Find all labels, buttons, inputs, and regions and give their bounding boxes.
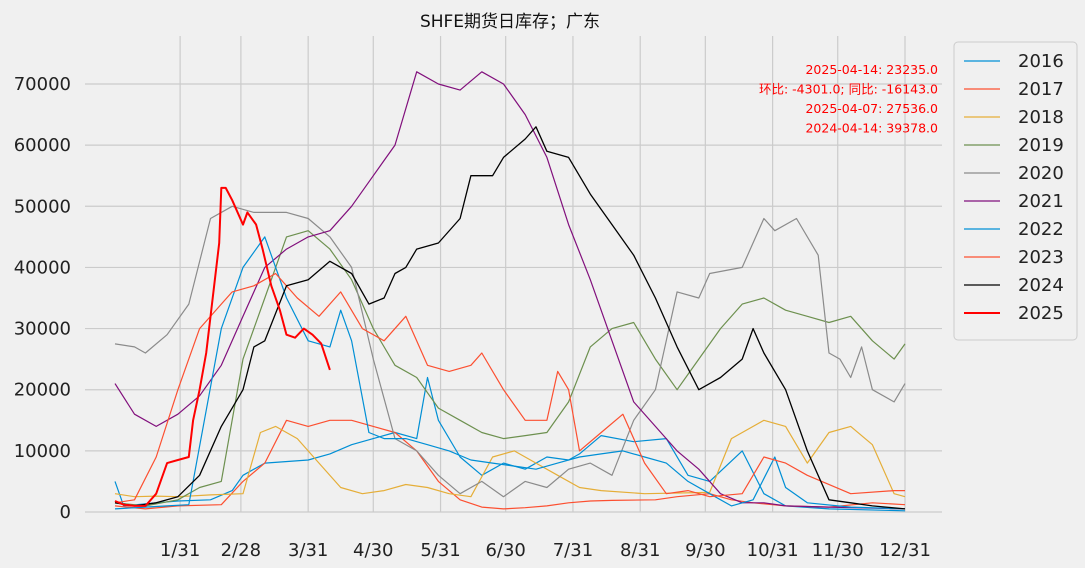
annotation-block: 2025-04-14: 23235.0 环比: -4301.0; 同比: -161…	[759, 62, 938, 136]
grid-lines	[85, 36, 942, 513]
y-tick-label: 0	[60, 502, 71, 523]
legend-label-2020: 2020	[1018, 163, 1064, 184]
y-tick-label: 70000	[14, 74, 71, 95]
series-line-2023	[114, 272, 905, 504]
legend-label-2019: 2019	[1018, 135, 1064, 156]
series-line-2016	[114, 376, 906, 512]
y-tick-label: 10000	[14, 441, 71, 462]
x-tick-label: 7/31	[553, 540, 593, 561]
series-line-2021	[114, 71, 906, 510]
x-tick-label: 12/31	[879, 540, 931, 561]
y-tick-label: 40000	[14, 257, 71, 278]
y-tick-label: 50000	[14, 196, 71, 217]
legend-label-2017: 2017	[1018, 79, 1064, 100]
x-tick-label: 11/30	[812, 540, 864, 561]
legend: 2016 2017 2018 2019 2020 2021 2022 2023 2024 2025	[953, 41, 1078, 341]
x-tick-label: 1/31	[160, 540, 200, 561]
series-line-2024	[114, 126, 906, 510]
series-line-2022	[114, 236, 906, 510]
series-line-2017	[114, 419, 906, 510]
legend-label-2021: 2021	[1018, 191, 1064, 212]
x-tick-label: 6/30	[485, 540, 525, 561]
annotation-line: 2025-04-07: 27536.0	[805, 101, 938, 116]
x-tick-label: 2/28	[221, 540, 261, 561]
series-line-2025	[114, 186, 331, 507]
x-tick-label: 9/30	[685, 540, 725, 561]
x-tick-label: 10/31	[747, 540, 799, 561]
x-tick-label: 5/31	[420, 540, 460, 561]
chart-title: SHFE期货日库存；广东	[420, 12, 600, 32]
x-tick-label: 4/30	[353, 540, 393, 561]
annotation-line: 2024-04-14: 39378.0	[805, 121, 938, 136]
legend-label-2025: 2025	[1018, 303, 1064, 324]
x-tick-label: 8/31	[620, 540, 660, 561]
annotation-line: 2025-04-14: 23235.0	[805, 62, 938, 77]
x-axis-ticks: 1/31 2/28 3/31 4/30 5/31 6/30 7/31 8/31 9/30 10/3…	[160, 540, 931, 561]
legend-label-2024: 2024	[1018, 275, 1064, 296]
y-tick-label: 30000	[14, 319, 71, 340]
legend-label-2023: 2023	[1018, 247, 1064, 268]
legend-label-2016: 2016	[1018, 51, 1064, 72]
y-tick-label: 60000	[14, 135, 71, 156]
x-tick-label: 3/31	[288, 540, 328, 561]
y-tick-label: 20000	[14, 380, 71, 401]
legend-label-2018: 2018	[1018, 107, 1064, 128]
series-line-2018	[114, 419, 906, 498]
series-line-2019	[114, 230, 906, 507]
annotation-line: 环比: -4301.0; 同比: -16143.0	[759, 82, 938, 97]
series-lines	[114, 71, 906, 512]
legend-label-2022: 2022	[1018, 219, 1064, 240]
y-axis-ticks: 0 10000 20000 30000 40000 50000 60000 70000	[14, 74, 71, 523]
series-line-2020	[114, 205, 906, 498]
